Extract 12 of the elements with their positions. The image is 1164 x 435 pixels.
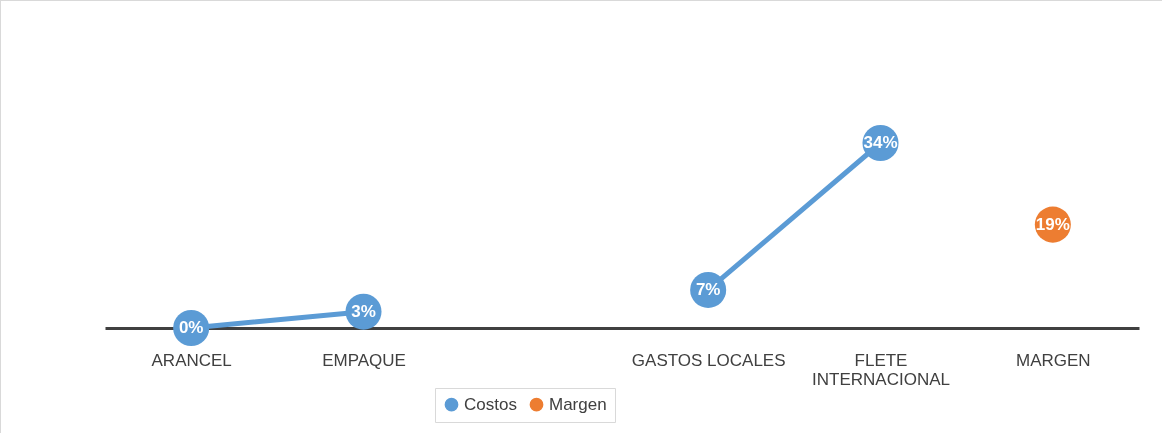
x-tick-label: FLETE INTERNACIONAL [812,350,950,389]
data-label: 3% [351,301,376,321]
data-label: 7% [695,279,721,299]
x-tick-label: GASTOS LOCALES [631,350,786,370]
x-tick-label: EMPAQUE [322,350,406,370]
data-label: 0% [178,318,204,337]
legend-label: Margen [549,394,607,414]
x-tick-label: MARGEN [1016,350,1091,370]
legend-label: Costos [464,394,517,414]
data-label: 34% [863,133,898,152]
x-tick-label: ARANCEL [151,350,232,370]
data-label: 19% [1035,214,1070,234]
